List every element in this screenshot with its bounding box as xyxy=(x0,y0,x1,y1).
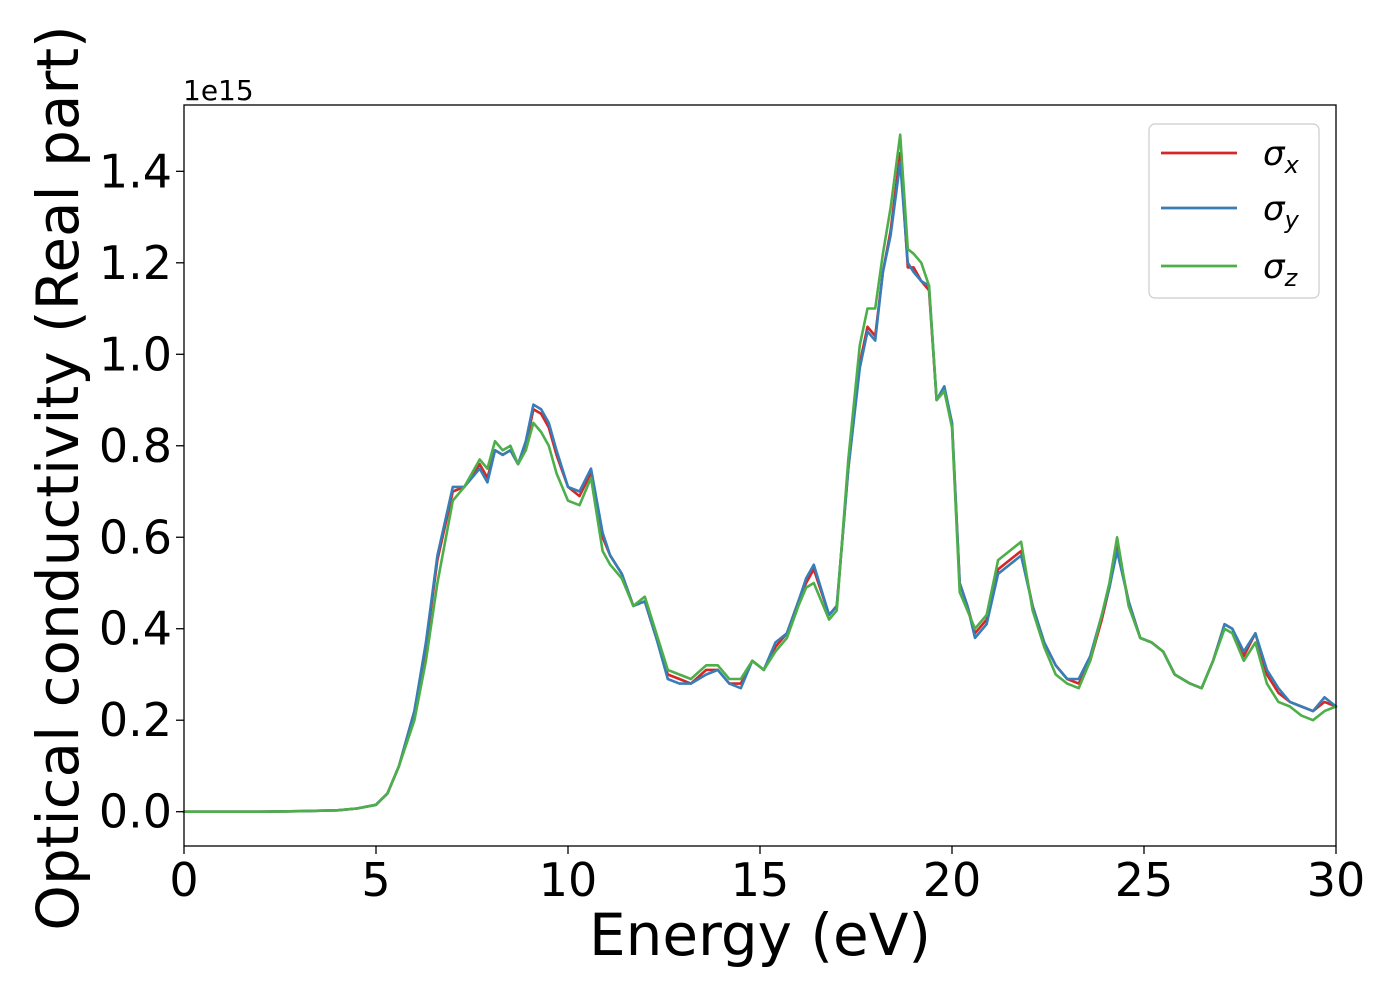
x-tick-label: 15 xyxy=(731,853,790,907)
x-tick-label: 10 xyxy=(539,853,598,907)
y-tick-label: 1.2 xyxy=(99,236,172,290)
x-tick-label: 0 xyxy=(169,853,198,907)
y-tick-label: 0.0 xyxy=(99,785,172,839)
x-tick-label: 25 xyxy=(1115,853,1174,907)
y-tick-label: 0.4 xyxy=(99,602,172,656)
x-axis: 0 5 10 15 20 25 30 xyxy=(169,846,1365,907)
x-axis-label: Energy (eV) xyxy=(589,901,931,969)
y-axis-label: Optical conductivity (Real part) xyxy=(24,25,92,930)
y-offset-label: 1e15 xyxy=(183,74,254,107)
x-tick-label: 20 xyxy=(923,853,982,907)
legend-box xyxy=(1148,123,1320,299)
legend-entries: σx σy σz xyxy=(1161,134,1300,292)
y-tick-label: 0.8 xyxy=(99,419,172,473)
y-tick-label: 0.2 xyxy=(99,693,172,747)
legend-label-1: σx xyxy=(1263,134,1300,179)
y-axis: 0.0 0.2 0.4 0.6 0.8 1.0 1.2 1.4 xyxy=(99,144,184,839)
y-tick-label: 1.0 xyxy=(99,327,172,381)
x-tick-label: 5 xyxy=(361,853,390,907)
series-line-3 xyxy=(182,133,1338,814)
y-tick-label: 0.6 xyxy=(99,510,172,564)
x-tick-label: 30 xyxy=(1307,853,1366,907)
y-tick-label: 1.4 xyxy=(99,144,172,198)
series-lines xyxy=(182,133,1338,814)
legend-label-3: σz xyxy=(1263,247,1299,292)
legend: σx σy σz xyxy=(1148,123,1320,299)
legend-label-2: σy xyxy=(1263,189,1300,234)
